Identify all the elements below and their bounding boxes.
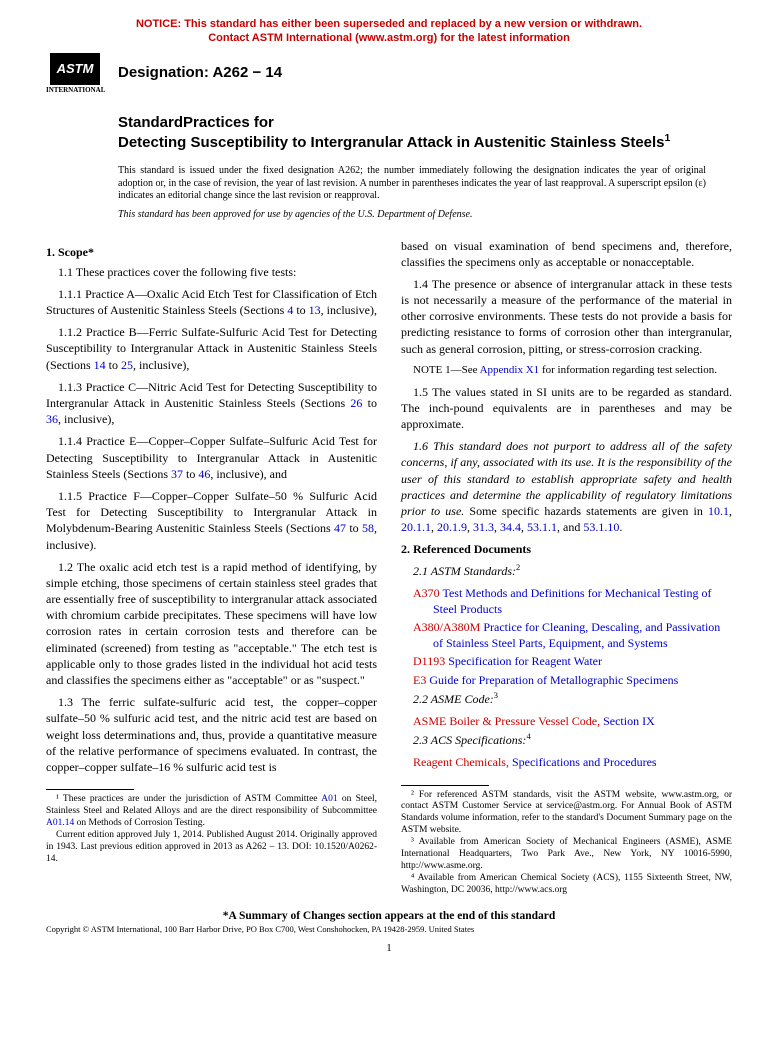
footnote-1b: Current edition approved July 1, 2014. P…: [46, 830, 377, 866]
para-1-1-5: 1.1.5 Practice F—Copper–Copper Sulfate–5…: [46, 488, 377, 553]
astm-logo: ASTM INTERNATIONAL: [46, 52, 104, 94]
title-text: Detecting Susceptibility to Intergranula…: [118, 134, 665, 151]
link-sec-37[interactable]: 37: [171, 467, 183, 481]
asme-ref: ASME Boiler & Pressure Vessel Code, Sect…: [401, 713, 732, 729]
ref-e3: E3 Guide for Preparation of Metallograph…: [401, 672, 732, 688]
link-sec-46[interactable]: 46: [198, 467, 210, 481]
footnote-rule-right: [401, 785, 489, 786]
link-hazard-34-4[interactable]: 34.4: [500, 520, 521, 534]
designation: Designation: A262 − 14: [118, 64, 282, 81]
title-main: Detecting Susceptibility to Intergranula…: [118, 132, 732, 153]
notice-banner: NOTICE: This standard has either been su…: [46, 18, 732, 46]
link-hazard-20-1-1[interactable]: 20.1.1: [401, 520, 431, 534]
ref-a380-a380m: A380/A380M Practice for Cleaning, Descal…: [401, 619, 732, 651]
link-appendix-x1[interactable]: Appendix X1: [480, 364, 540, 376]
document-page: NOTICE: This standard has either been su…: [0, 0, 778, 972]
link-code-a370[interactable]: A370: [413, 586, 440, 600]
link-asme-code[interactable]: ASME Boiler & Pressure Vessel Code,: [413, 714, 600, 728]
logo-mark: ASTM: [50, 53, 100, 85]
link-asme-section[interactable]: Section IX: [600, 714, 655, 728]
acs-ref: Reagent Chemicals, Specifications and Pr…: [401, 754, 732, 770]
link-sec-26[interactable]: 26: [350, 396, 362, 410]
link-acs-spec[interactable]: Specifications and Procedures: [509, 755, 657, 769]
notice-line2: Contact ASTM International (www.astm.org…: [208, 32, 570, 44]
title-block: StandardPractices for Detecting Suscepti…: [118, 114, 732, 154]
link-title-d1193[interactable]: Specification for Reagent Water: [445, 654, 602, 668]
left-column: 1. Scope* 1.1 These practices cover the …: [46, 238, 377, 897]
footnote-4: ⁴ Available from American Chemical Socie…: [401, 873, 732, 897]
right-column: based on visual examination of bend spec…: [401, 238, 732, 897]
logo-subtext: INTERNATIONAL: [46, 86, 104, 94]
title-kicker: StandardPractices for: [118, 114, 732, 133]
link-code-e3[interactable]: E3: [413, 673, 426, 687]
page-number: 1: [46, 942, 732, 954]
asme-code-label: 2.2 ASME Code:3: [401, 690, 732, 707]
astm-refs-list: A370 Test Methods and Definitions for Me…: [401, 585, 732, 688]
link-hazard-53-1-1[interactable]: 53.1.1: [527, 520, 557, 534]
para-1-3: 1.3 The ferric sulfate-sulfuric acid tes…: [46, 694, 377, 775]
para-1-4: 1.4 The presence or absence of intergran…: [401, 276, 732, 357]
para-1-1-4: 1.1.4 Practice E—Copper–Copper Sulfate–S…: [46, 433, 377, 482]
footnote-3: ³ Available from American Society of Mec…: [401, 837, 732, 873]
notice-line1: NOTICE: This standard has either been su…: [136, 18, 642, 30]
link-sec-25[interactable]: 25: [121, 358, 133, 372]
para-1-1-3: 1.1.3 Practice C—Nitric Acid Test for De…: [46, 379, 377, 428]
link-sec-36[interactable]: 36: [46, 412, 58, 426]
ref-a370: A370 Test Methods and Definitions for Me…: [401, 585, 732, 617]
footnote-2: ² For referenced ASTM standards, visit t…: [401, 790, 732, 838]
link-sec-58[interactable]: 58: [362, 521, 374, 535]
para-1-1-1: 1.1.1 Practice A—Oxalic Acid Etch Test f…: [46, 286, 377, 318]
link-sec-14[interactable]: 14: [94, 358, 106, 372]
para-1-1-2: 1.1.2 Practice B—Ferric Sulfate-Sulfuric…: [46, 324, 377, 373]
copyright-line: Copyright © ASTM International, 100 Barr…: [46, 924, 732, 934]
link-title-e3[interactable]: Guide for Preparation of Metallographic …: [426, 673, 678, 687]
para-1-5: 1.5 The values stated in SI units are to…: [401, 384, 732, 433]
scope-heading: 1. Scope*: [46, 244, 377, 260]
body-columns: 1. Scope* 1.1 These practices cover the …: [46, 238, 732, 897]
footnote-rule-left: [46, 789, 134, 790]
link-hazard-10-1[interactable]: 10.1: [708, 504, 729, 518]
para-1-3-cont: based on visual examination of bend spec…: [401, 238, 732, 270]
summary-note: *A Summary of Changes section appears at…: [46, 910, 732, 922]
link-hazard-20-1-9[interactable]: 20.1.9: [437, 520, 467, 534]
link-sec-47[interactable]: 47: [334, 521, 346, 535]
footnote-1: ¹ These practices are under the jurisdic…: [46, 794, 377, 830]
acs-spec-label: 2.3 ACS Specifications:4: [401, 731, 732, 748]
para-1-6: 1.6 This standard does not purport to ad…: [401, 438, 732, 535]
link-hazard-31-3[interactable]: 31.3: [473, 520, 494, 534]
note-1: NOTE 1—See Appendix X1 for information r…: [401, 363, 732, 378]
title-sup: 1: [665, 132, 671, 144]
link-code-d1193[interactable]: D1193: [413, 654, 445, 668]
refs-heading: 2. Referenced Documents: [401, 541, 732, 557]
link-acs-reagent[interactable]: Reagent Chemicals,: [413, 755, 509, 769]
link-sec-13[interactable]: 13: [309, 303, 321, 317]
dod-approval: This standard has been approved for use …: [118, 209, 706, 220]
para-1-2: 1.2 The oxalic acid etch test is a rapid…: [46, 559, 377, 689]
link-a0114[interactable]: A01.14: [46, 818, 74, 828]
para-1-1: 1.1 These practices cover the following …: [46, 264, 377, 280]
link-title-a370[interactable]: Test Methods and Definitions for Mechani…: [433, 586, 712, 616]
link-code-a380-a380m[interactable]: A380/A380M: [413, 620, 480, 634]
header-row: ASTM INTERNATIONAL Designation: A262 − 1…: [46, 52, 732, 94]
issuance-note: This standard is issued under the fixed …: [118, 165, 706, 203]
ref-d1193: D1193 Specification for Reagent Water: [401, 653, 732, 669]
link-a01[interactable]: A01: [321, 794, 337, 804]
astm-standards-label: 2.1 ASTM Standards:2: [401, 562, 732, 579]
link-hazard-53-1-10[interactable]: 53.1.10: [583, 520, 619, 534]
